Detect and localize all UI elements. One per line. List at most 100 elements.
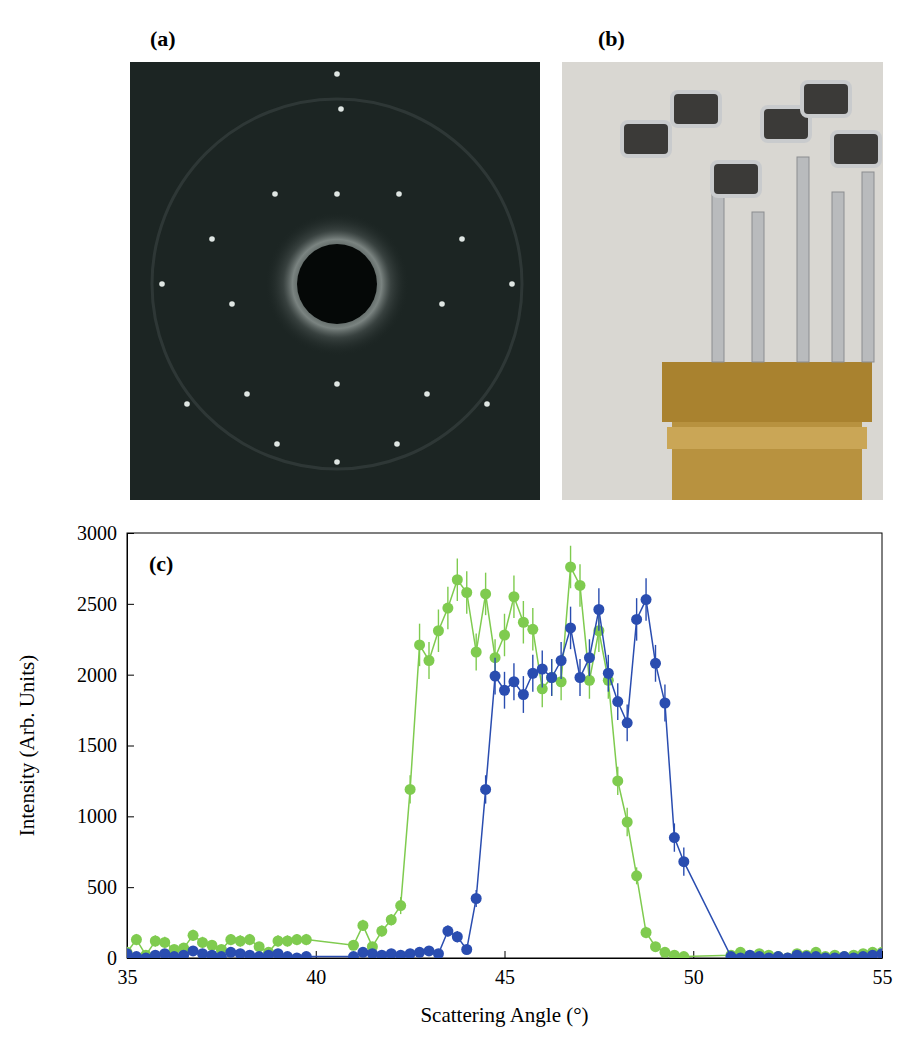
bragg-spot bbox=[229, 301, 235, 307]
data-point bbox=[810, 951, 821, 958]
data-point bbox=[584, 675, 595, 686]
data-point bbox=[867, 950, 878, 958]
data-point bbox=[801, 951, 812, 958]
tick-mark bbox=[127, 816, 134, 817]
data-point bbox=[782, 953, 793, 959]
mount-rod bbox=[797, 157, 809, 362]
data-point bbox=[631, 614, 642, 625]
data-point bbox=[159, 948, 170, 958]
data-point bbox=[424, 655, 435, 666]
series-line bbox=[127, 567, 882, 958]
data-point bbox=[150, 950, 161, 958]
data-point bbox=[669, 950, 680, 958]
data-point bbox=[150, 936, 161, 947]
tick-label: 2000 bbox=[77, 664, 117, 686]
bragg-spot bbox=[159, 281, 165, 287]
data-point bbox=[405, 948, 416, 958]
data-point bbox=[508, 676, 519, 687]
data-point bbox=[254, 951, 265, 958]
data-point bbox=[357, 920, 368, 931]
data-point bbox=[206, 950, 217, 958]
data-point bbox=[414, 947, 425, 958]
brass-ring bbox=[667, 427, 867, 449]
crystal-holder bbox=[622, 122, 670, 156]
data-point bbox=[641, 594, 652, 605]
data-point bbox=[490, 671, 501, 682]
data-point bbox=[442, 603, 453, 614]
beam-stop bbox=[297, 244, 377, 324]
data-point bbox=[386, 948, 397, 958]
photo-background bbox=[562, 62, 883, 500]
plot-marks bbox=[127, 546, 882, 958]
data-point bbox=[273, 936, 284, 947]
tick-label: 55 bbox=[873, 966, 893, 988]
data-point bbox=[197, 937, 208, 948]
data-point bbox=[820, 953, 831, 959]
data-point bbox=[159, 937, 170, 948]
data-point bbox=[877, 948, 883, 958]
data-point bbox=[659, 947, 670, 958]
tick-label: 50 bbox=[684, 966, 704, 988]
mount-rod bbox=[832, 192, 844, 362]
crystal-holder bbox=[712, 162, 760, 196]
data-point bbox=[593, 604, 604, 615]
plot-frame bbox=[127, 533, 882, 958]
data-point bbox=[508, 591, 519, 602]
tick-mark bbox=[505, 951, 506, 958]
x-axis-title: Scattering Angle (°) bbox=[420, 1003, 588, 1027]
data-point bbox=[461, 587, 472, 598]
tick-label: 35 bbox=[118, 966, 138, 988]
data-point bbox=[631, 870, 642, 881]
tick-label: 40 bbox=[306, 966, 326, 988]
tick-mark bbox=[127, 958, 134, 959]
tick-label: 500 bbox=[87, 876, 117, 898]
tick-mark bbox=[127, 887, 134, 888]
axis-line bbox=[128, 958, 883, 959]
data-point bbox=[556, 655, 567, 666]
tick-label: 3000 bbox=[77, 522, 117, 544]
data-point bbox=[131, 951, 142, 958]
series bbox=[127, 578, 882, 958]
data-point bbox=[197, 948, 208, 958]
data-point bbox=[537, 664, 548, 675]
bragg-spot bbox=[274, 441, 280, 447]
data-point bbox=[527, 624, 538, 635]
bragg-spot bbox=[334, 71, 340, 77]
bragg-spot bbox=[424, 391, 430, 397]
data-point bbox=[140, 953, 151, 959]
data-point bbox=[169, 951, 180, 958]
data-point bbox=[282, 936, 293, 947]
data-point bbox=[829, 953, 840, 959]
data-point bbox=[518, 617, 529, 628]
data-point bbox=[254, 941, 265, 952]
data-point bbox=[499, 685, 510, 696]
bragg-spot bbox=[484, 401, 490, 407]
data-point bbox=[433, 948, 444, 958]
tick-label: 0 bbox=[107, 947, 117, 969]
data-point bbox=[452, 574, 463, 585]
tick: 500 bbox=[87, 876, 134, 898]
crystal-holder bbox=[832, 132, 880, 166]
bragg-spot bbox=[184, 401, 190, 407]
data-point bbox=[650, 941, 661, 952]
data-point bbox=[433, 625, 444, 636]
outer-ring bbox=[152, 99, 522, 469]
tick: 3000 bbox=[77, 522, 134, 544]
series bbox=[127, 546, 882, 958]
data-point bbox=[575, 672, 586, 683]
data-point bbox=[612, 775, 623, 786]
crystal-holder bbox=[672, 92, 720, 126]
data-point bbox=[480, 784, 491, 795]
tick-label: 2500 bbox=[77, 593, 117, 615]
data-point bbox=[178, 950, 189, 958]
data-point bbox=[348, 951, 359, 958]
bragg-spot bbox=[396, 191, 402, 197]
data-point bbox=[235, 936, 246, 947]
data-point bbox=[726, 951, 737, 958]
data-point bbox=[225, 934, 236, 945]
bragg-spot bbox=[334, 381, 340, 387]
data-point bbox=[622, 817, 633, 828]
data-point bbox=[367, 948, 378, 958]
data-point bbox=[839, 951, 850, 958]
data-point bbox=[244, 934, 255, 945]
